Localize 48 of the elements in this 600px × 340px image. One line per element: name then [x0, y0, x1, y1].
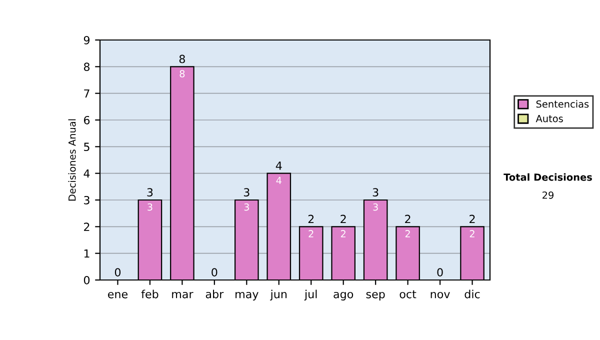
- total-label: 3: [244, 188, 250, 197]
- x-tick-label: sep: [366, 292, 385, 300]
- x-tick-label: may: [236, 292, 258, 300]
- legend-label: Sentencias: [536, 100, 589, 108]
- total-label: 0: [212, 268, 218, 277]
- y-axis-title: Decisiones Anual: [68, 119, 76, 201]
- total-label: 0: [437, 268, 443, 277]
- text: Total Decisiones: [504, 173, 592, 181]
- data-label: 3: [244, 203, 249, 211]
- y-tick-label: 7: [84, 89, 90, 98]
- x-tick-label: ene: [108, 292, 128, 298]
- total-label: 2: [470, 214, 475, 224]
- x-tick-label: ago: [334, 292, 354, 300]
- data-label: 3: [373, 203, 378, 211]
- y-tick-label: 2: [84, 222, 90, 231]
- total-label: 2: [340, 214, 346, 224]
- total-label: 3: [372, 188, 378, 197]
- x-tick-label: oct: [400, 290, 416, 298]
- y-tick-label: 5: [84, 142, 90, 152]
- data-label: 2: [470, 230, 474, 238]
- y-tick-label: 4: [84, 169, 90, 178]
- y-tick-label: 6: [84, 116, 90, 124]
- x-tick-label: mar: [172, 292, 194, 298]
- legend-label: Autos: [536, 115, 563, 122]
- data-label: 2: [308, 230, 314, 238]
- data-label: 2: [340, 230, 346, 238]
- data-label: 3: [148, 203, 152, 211]
- total-label: 0: [114, 268, 121, 277]
- y-tick-label: 9: [84, 36, 90, 44]
- x-tick-label: feb: [141, 290, 158, 298]
- total-label: 3: [147, 188, 153, 197]
- y-tick-label: 8: [84, 62, 90, 72]
- y-tick-label: 3: [84, 196, 90, 204]
- text: 29: [542, 191, 554, 199]
- y-tick-label: 0: [84, 276, 90, 284]
- data-label: 2: [405, 230, 410, 238]
- total-label: 8: [179, 54, 185, 64]
- total-label: 4: [276, 162, 282, 170]
- total-label: 2: [405, 214, 410, 224]
- x-tick-label: abr: [206, 290, 224, 298]
- x-tick-label: jun: [270, 290, 287, 300]
- y-tick-label: 1: [84, 249, 90, 258]
- x-tick-label: dic: [464, 290, 480, 298]
- data-label: 4: [276, 176, 282, 184]
- x-tick-label: nov: [430, 292, 450, 298]
- data-label: 8: [180, 70, 185, 78]
- x-tick-label: jul: [304, 290, 317, 300]
- total-label: 2: [308, 214, 314, 224]
